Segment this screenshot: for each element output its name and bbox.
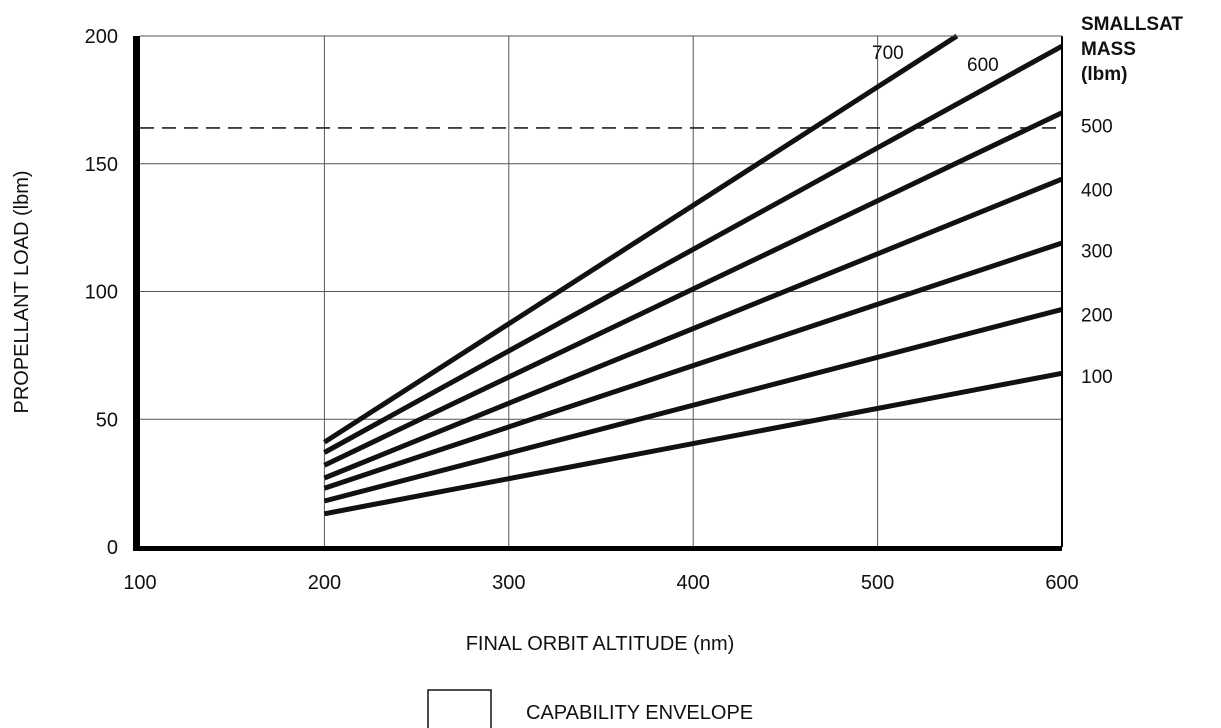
- y-tick-label-100: 100: [85, 282, 118, 304]
- series-line-500: [323, 110, 1064, 468]
- right-label-100: 100: [1081, 367, 1113, 388]
- series-line-700: [323, 33, 959, 445]
- x-axis-title: FINAL ORBIT ALTITUDE (nm): [466, 633, 735, 655]
- series-line-400: [323, 176, 1063, 481]
- y-tick-label-150: 150: [85, 154, 118, 176]
- series-label-700: 700: [872, 43, 904, 64]
- right-label-200: 200: [1081, 305, 1113, 326]
- right-axis-title-line-3: (lbm): [1081, 64, 1127, 85]
- right-axis-title-line-1: SMALLSAT: [1081, 14, 1183, 35]
- x-axis-line: [133, 546, 1062, 551]
- legend-label: CAPABILITY ENVELOPE: [526, 702, 753, 724]
- series-line-100: [323, 370, 1063, 517]
- x-tick-label-400: 400: [677, 572, 710, 594]
- y-tick-label-50: 50: [96, 409, 118, 431]
- x-tick-label-200: 200: [308, 572, 341, 594]
- right-label-400: 400: [1081, 180, 1113, 201]
- y-axis-line: [133, 36, 140, 551]
- x-tick-label-600: 600: [1045, 572, 1078, 594]
- y-axis-title: PROPELLANT LOAD (lbm): [11, 170, 33, 413]
- series-line-300: [323, 240, 1063, 491]
- y-tick-label-200: 200: [85, 26, 118, 48]
- x-tick-label-300: 300: [492, 572, 525, 594]
- right-label-300: 300: [1081, 242, 1113, 263]
- x-tick-label-100: 100: [123, 572, 156, 594]
- legend-swatch: [427, 689, 492, 728]
- x-tick-label-500: 500: [861, 572, 894, 594]
- right-axis-title-line-2: MASS: [1081, 39, 1136, 60]
- series-line-200: [323, 306, 1063, 504]
- series-label-600: 600: [967, 55, 999, 76]
- right-label-500: 500: [1081, 116, 1113, 137]
- series-line-600: [323, 44, 1064, 455]
- right-border-line: [1061, 36, 1063, 547]
- y-tick-label-0: 0: [107, 537, 118, 559]
